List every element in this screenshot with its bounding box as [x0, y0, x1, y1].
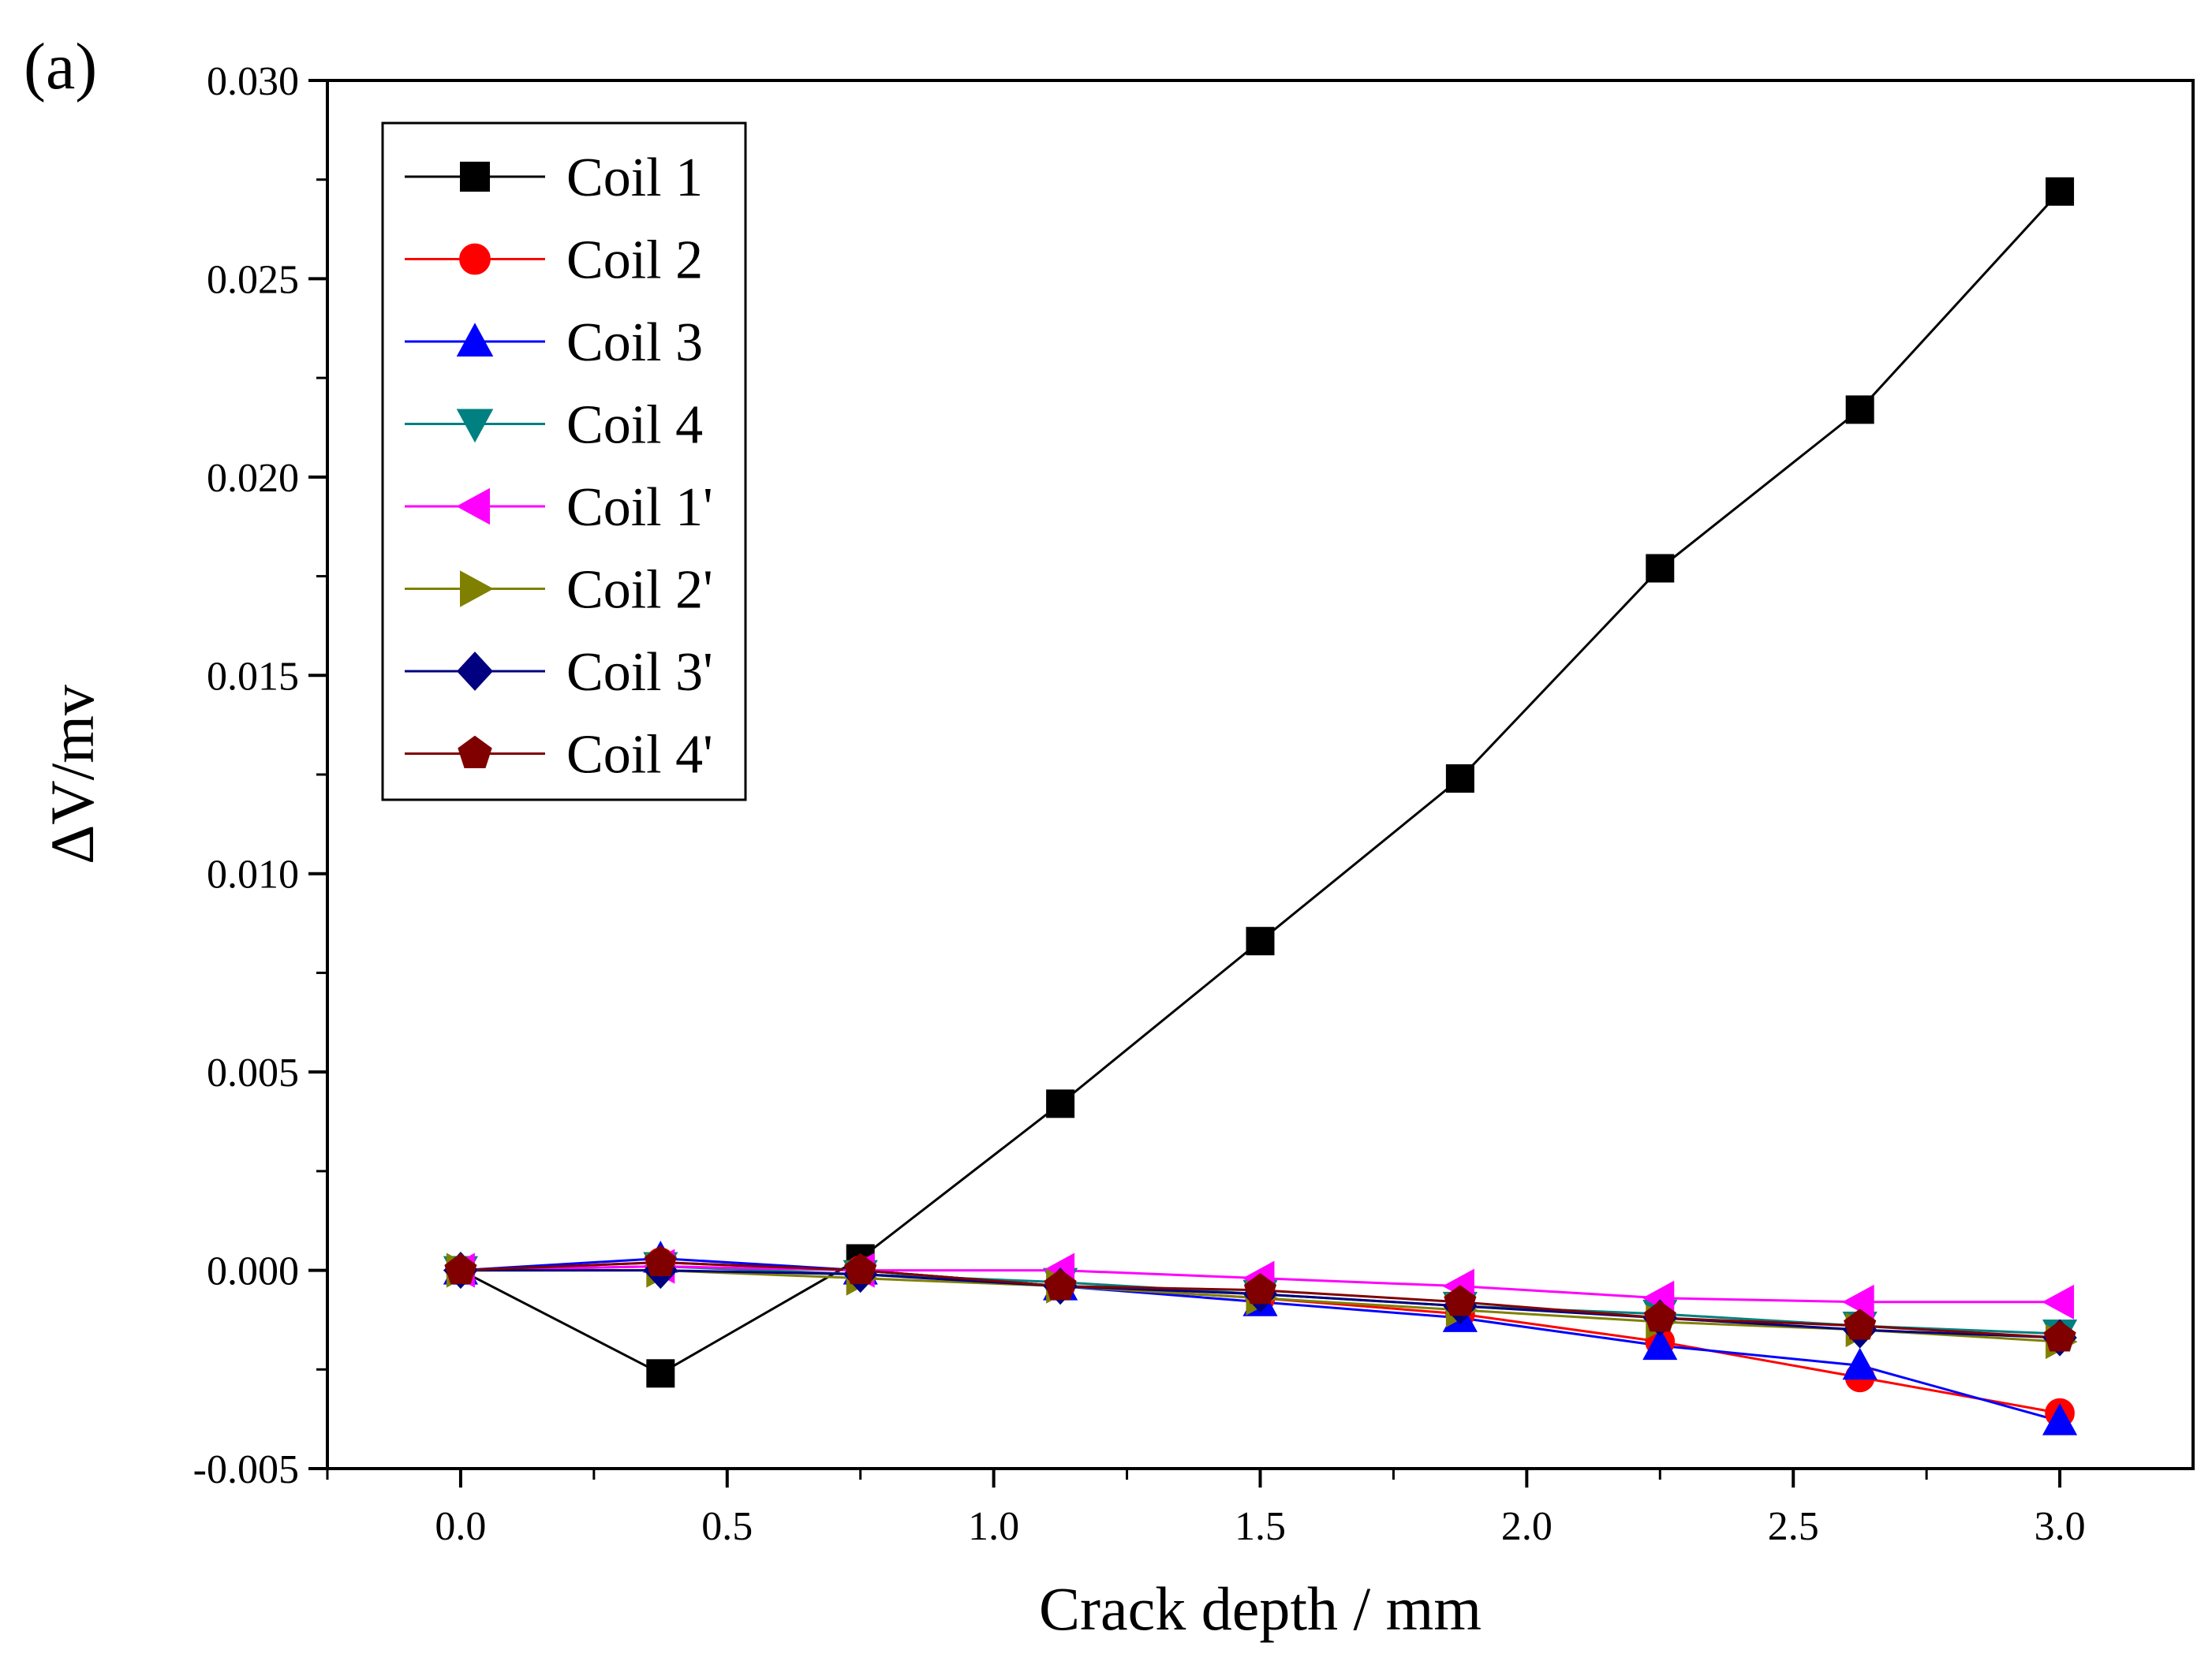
- legend-marker: [456, 487, 490, 525]
- legend-label: Coil 1': [566, 477, 713, 538]
- x-tick-label: 3.0: [2035, 1504, 2086, 1549]
- legend-label: Coil 4: [566, 395, 703, 456]
- y-tick-label: 0.005: [207, 1051, 299, 1096]
- legend-marker: [456, 323, 494, 357]
- data-point: [1642, 1327, 1678, 1361]
- data-point: [1044, 1269, 1077, 1301]
- series-markers-8: [444, 1245, 2076, 1352]
- legend-marker: [459, 243, 491, 275]
- x-axis: 0.0 0.5 1.0 1.5 2.0 2.5 3.0: [326, 1469, 2086, 1549]
- data-point: [646, 1359, 675, 1388]
- data-point: [2046, 177, 2075, 206]
- x-tick-label: 0.0: [435, 1504, 486, 1549]
- y-tick-label: 0.025: [207, 257, 299, 302]
- y-tick-label: 0.020: [207, 456, 299, 501]
- panel-label: (a): [24, 30, 97, 103]
- data-point: [1243, 1273, 1277, 1305]
- data-point: [2042, 1403, 2078, 1435]
- data-point: [1844, 1308, 1877, 1340]
- y-tick-label: 0.010: [207, 853, 299, 898]
- legend-marker: [460, 570, 494, 607]
- x-tick-label: 0.5: [701, 1504, 753, 1549]
- data-point: [844, 1252, 877, 1285]
- data-point: [1445, 764, 1474, 793]
- y-tick-label: 0.030: [207, 59, 299, 104]
- legend-marker: [460, 162, 490, 192]
- data-point: [1444, 1285, 1477, 1316]
- legend-marker: [458, 735, 492, 768]
- legend-label: Coil 2: [566, 230, 703, 291]
- data-point: [1842, 1347, 1878, 1380]
- legend-box: [381, 121, 747, 801]
- data-point: [1845, 395, 1874, 424]
- legend-item: Coil 1: [405, 147, 703, 208]
- legend-marker: [457, 651, 493, 691]
- legend-label: Coil 4': [566, 725, 713, 786]
- legend-item: Coil 4: [405, 395, 703, 456]
- legend-marker: [456, 409, 494, 443]
- x-tick-label: 2.0: [1501, 1504, 1553, 1549]
- legend-label: Coil 2': [566, 560, 713, 621]
- legend-item: Coil 3: [405, 312, 703, 373]
- legend-label: Coil 1: [566, 147, 703, 208]
- data-point: [1646, 554, 1675, 583]
- legend-item: Coil 1': [405, 477, 713, 538]
- data-point: [444, 1252, 477, 1285]
- y-axis-title: ΔV/mv: [38, 685, 106, 864]
- x-tick-label: 1.0: [968, 1504, 1019, 1549]
- data-point: [1246, 927, 1275, 956]
- data-point: [2042, 1284, 2075, 1320]
- series-layer: [443, 177, 2078, 1435]
- y-tick-label: 0.000: [207, 1249, 299, 1294]
- x-axis-title: Crack depth / mm: [1039, 1574, 1482, 1643]
- legend-label: Coil 3: [566, 312, 703, 373]
- data-point: [644, 1245, 677, 1277]
- y-tick-label: -0.005: [193, 1447, 299, 1492]
- x-tick-label: 2.5: [1768, 1504, 1819, 1549]
- y-tick-label: 0.015: [207, 654, 299, 699]
- legend-item: Coil 2': [405, 560, 713, 621]
- legend-label: Coil 3': [566, 642, 713, 703]
- y-axis: -0.005 0.000 0.005 0.010 0.015 0.020 0.025 0.03…: [193, 59, 327, 1492]
- legend: Coil 1 Coil 2 Coil 3 Coil 4 Coil 1' Coil 2' Co…: [381, 121, 747, 801]
- data-point: [1046, 1089, 1075, 1118]
- legend-item: Coil 3': [405, 642, 713, 703]
- legend-item: Coil 4': [405, 725, 713, 786]
- legend-item: Coil 2: [405, 230, 703, 291]
- data-point: [1643, 1301, 1676, 1332]
- data-point: [2043, 1320, 2076, 1352]
- x-tick-label: 1.5: [1235, 1504, 1286, 1549]
